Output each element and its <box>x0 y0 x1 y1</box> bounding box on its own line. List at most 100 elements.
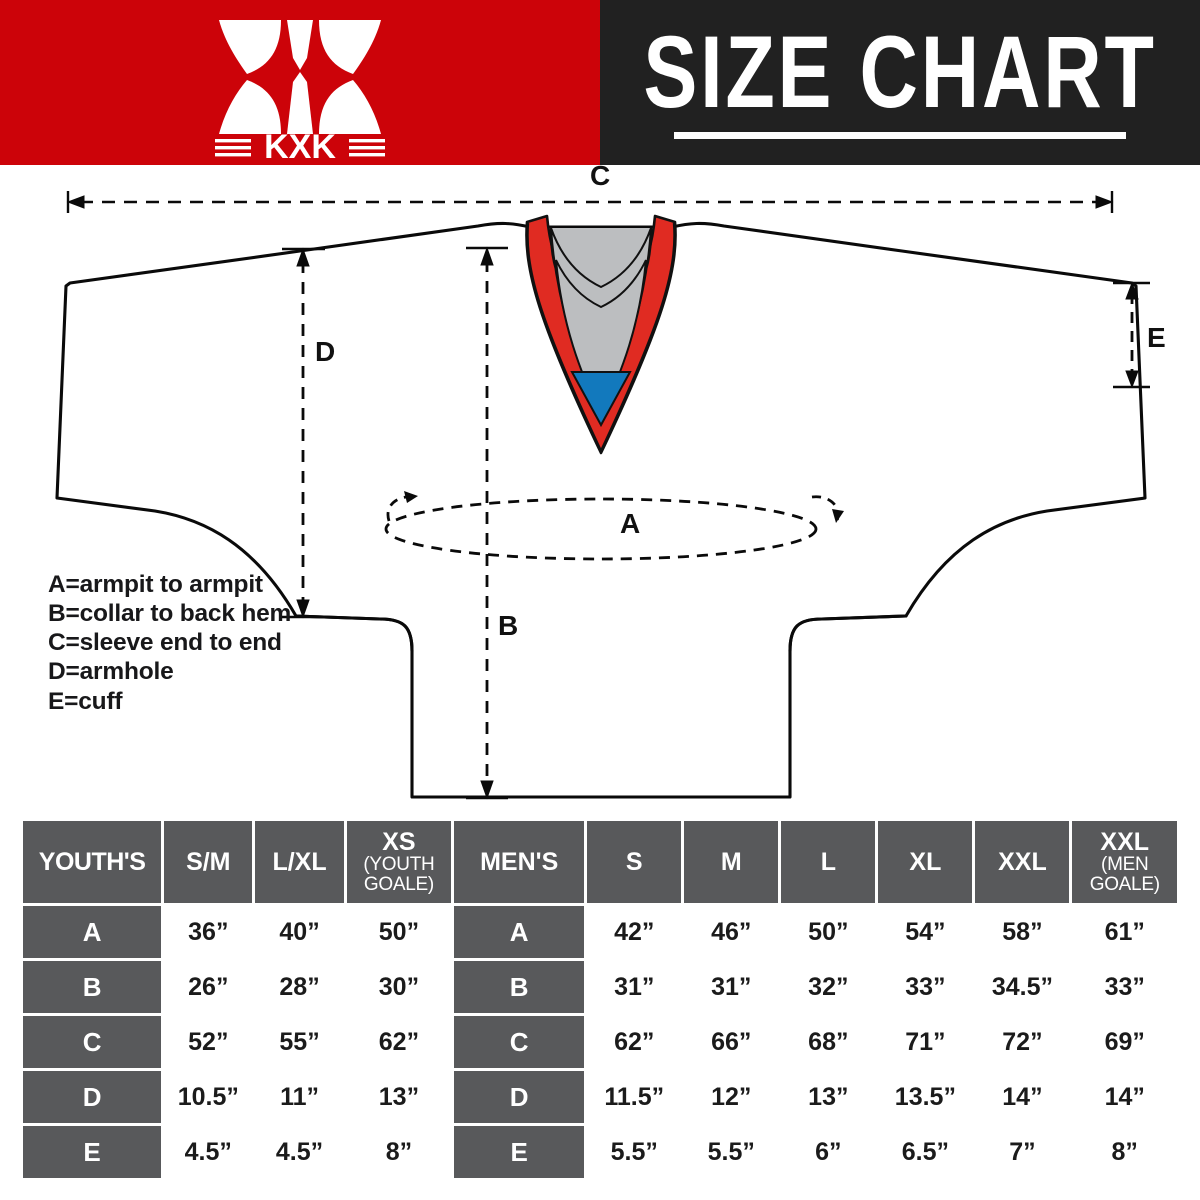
measurement-cell: 31” <box>684 961 779 1013</box>
measurement-cell: 8” <box>346 1126 452 1178</box>
measurement-cell: 50” <box>781 906 876 958</box>
row-label-men: B <box>454 961 585 1013</box>
measure-d <box>282 247 325 619</box>
column-header-label: XS <box>382 827 416 856</box>
table-row: C 52” 55” 62” C 62” 66” 68” 71” 72” 69” <box>23 1016 1177 1068</box>
measure-e-label: E <box>1147 322 1166 353</box>
brand-panel: KXK <box>0 0 600 166</box>
column-header: XXL <box>975 821 1070 903</box>
measurement-cell: 7” <box>975 1126 1070 1178</box>
row-label-men: D <box>454 1071 585 1123</box>
measure-b <box>466 246 508 800</box>
column-header: XS (YOUTH GOALE) <box>346 821 452 903</box>
measurement-cell: 14” <box>1072 1071 1177 1123</box>
measurement-cell: 28” <box>255 961 344 1013</box>
measurement-cell: 66” <box>684 1016 779 1068</box>
measurement-cell: 54” <box>878 906 973 958</box>
column-header-label: L <box>820 847 836 876</box>
column-header-label: XXL <box>1100 827 1150 856</box>
measure-b-label: B <box>498 610 518 641</box>
jersey-outline <box>55 221 1147 799</box>
measurement-cell: 68” <box>781 1016 876 1068</box>
measurement-cell: 5.5” <box>684 1126 779 1178</box>
measurement-cell: 13” <box>346 1071 452 1123</box>
table-row: B 26” 28” 30” B 31” 31” 32” 33” 34.5” 33” <box>23 961 1177 1013</box>
title-panel: SIZE CHART <box>600 0 1200 165</box>
measurement-cell: 62” <box>587 1016 682 1068</box>
measurement-cell: 12” <box>684 1071 779 1123</box>
row-label-youth: A <box>23 906 162 958</box>
measurement-cell: 61” <box>1072 906 1177 958</box>
row-label-youth: B <box>23 961 162 1013</box>
measurement-cell: 4.5” <box>164 1126 253 1178</box>
size-table-container: YOUTH'S S/M L/XL XS (YOUTH GOALE) MEN'S S M L XL X… <box>20 818 1180 1178</box>
measurement-cell: 6.5” <box>878 1126 973 1178</box>
page-title: SIZE CHART <box>643 13 1157 129</box>
table-row: D 10.5” 11” 13” D 11.5” 12” 13” 13.5” 14” 14” <box>23 1071 1177 1123</box>
column-header-label: M <box>720 847 742 876</box>
measurement-cell: 34.5” <box>975 961 1070 1013</box>
measurement-cell: 6” <box>781 1126 876 1178</box>
row-label-men: A <box>454 906 585 958</box>
measurement-cell: 14” <box>975 1071 1070 1123</box>
measurement-cell: 40” <box>255 906 344 958</box>
measurement-cell: 52” <box>164 1016 253 1068</box>
column-header-label: MEN'S <box>480 847 559 876</box>
column-header: S <box>587 821 682 903</box>
legend-line-c: C=sleeve end to end <box>48 629 282 657</box>
measurement-cell: 36” <box>164 906 253 958</box>
row-label-men: C <box>454 1016 585 1068</box>
size-table: YOUTH'S S/M L/XL XS (YOUTH GOALE) MEN'S S M L XL X… <box>20 818 1180 1181</box>
legend-line-e: E=cuff <box>48 687 123 715</box>
column-header-label: S <box>625 847 643 876</box>
table-header-row: YOUTH'S S/M L/XL XS (YOUTH GOALE) MEN'S S M L XL X… <box>23 821 1177 903</box>
measurement-cell: 33” <box>878 961 973 1013</box>
measurement-cell: 32” <box>781 961 876 1013</box>
measurement-cell: 55” <box>255 1016 344 1068</box>
row-label-youth: D <box>23 1071 162 1123</box>
column-header: L/XL <box>255 821 344 903</box>
column-header-label: XXL <box>998 847 1047 876</box>
measure-d-label: D <box>315 336 335 367</box>
measurement-cell: 71” <box>878 1016 973 1068</box>
measurement-cell: 13.5” <box>878 1071 973 1123</box>
measurement-cell: 31” <box>587 961 682 1013</box>
column-header-sublabel: (YOUTH GOALE) <box>363 854 435 896</box>
measurement-cell: 69” <box>1072 1016 1177 1068</box>
measurement-cell: 10.5” <box>164 1071 253 1123</box>
column-header: XL <box>878 821 973 903</box>
measurement-cell: 5.5” <box>587 1126 682 1178</box>
measurement-cell: 11.5” <box>587 1071 682 1123</box>
logo-wordmark: KXK <box>264 128 336 158</box>
column-header: S/M <box>164 821 253 903</box>
column-header-label: YOUTH'S <box>38 847 146 876</box>
collar-tip <box>570 371 632 428</box>
legend-line-d: D=armhole <box>48 658 174 686</box>
measurement-cell: 11” <box>255 1071 344 1123</box>
measure-e <box>1113 281 1150 389</box>
measurement-cell: 13” <box>781 1071 876 1123</box>
measurement-cell: 46” <box>684 906 779 958</box>
column-header-label: L/XL <box>272 847 327 876</box>
kxk-logo: KXK <box>195 8 405 166</box>
measurement-cell: 4.5” <box>255 1126 344 1178</box>
column-header: L <box>781 821 876 903</box>
jersey-diagram: D E B <box>0 160 1200 820</box>
column-header: M <box>684 821 779 903</box>
measurement-cell: 26” <box>164 961 253 1013</box>
column-header-sublabel: (MEN GOALE) <box>1089 854 1160 896</box>
measurement-cell: 30” <box>346 961 452 1013</box>
measure-a <box>384 497 818 561</box>
column-header-label: S/M <box>186 847 231 876</box>
measurement-cell: 33” <box>1072 961 1177 1013</box>
column-header: YOUTH'S <box>23 821 162 903</box>
title-underline-rule <box>674 132 1126 140</box>
measure-c <box>66 191 1114 213</box>
row-label-youth: E <box>23 1126 162 1178</box>
column-header: XXL (MEN GOALE) <box>1072 821 1177 903</box>
table-row: E 4.5” 4.5” 8” E 5.5” 5.5” 6” 6.5” 7” 8” <box>23 1126 1177 1178</box>
column-header: MEN'S <box>454 821 585 903</box>
row-label-youth: C <box>23 1016 162 1068</box>
page-banner: KXK SIZE CHART <box>0 0 1200 166</box>
